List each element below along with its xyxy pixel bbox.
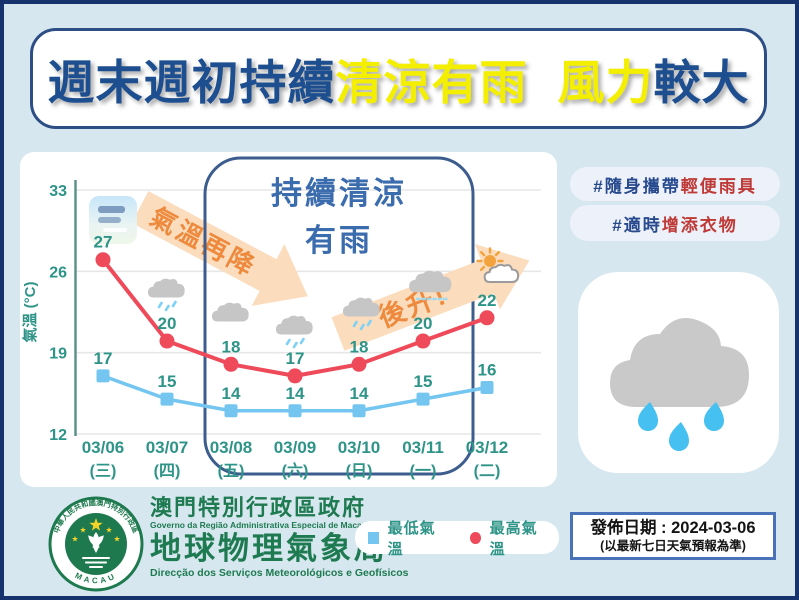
gov-name-pt: Governo da Região Administrativa Especia… bbox=[150, 520, 367, 531]
min-temp-marker bbox=[288, 404, 302, 418]
hashtag-prefix: #隨身攜帶 bbox=[593, 176, 681, 196]
legend-label: 最低氣溫 bbox=[387, 519, 436, 558]
release-date: 發佈日期 : 2024-03-06 bbox=[590, 518, 756, 537]
x-weekday-label: (五) bbox=[218, 463, 245, 480]
y-tick-label: 19 bbox=[49, 346, 67, 363]
title-box: 週末週初持續清涼有雨 風力較大 bbox=[30, 28, 767, 129]
legend-circle-marker bbox=[470, 531, 481, 544]
arrow-shape bbox=[131, 191, 308, 306]
value-label: 27 bbox=[94, 233, 113, 252]
max-temp-marker bbox=[479, 310, 495, 326]
title-segment: 風力 bbox=[557, 56, 654, 109]
max-temp-marker bbox=[159, 333, 175, 349]
bureau-name-pt: Direcção dos Serviços Meteorológicos e G… bbox=[150, 566, 409, 579]
min-temp-marker bbox=[96, 369, 110, 383]
max-temp-marker bbox=[287, 368, 303, 384]
x-weekday-label: (一) bbox=[410, 463, 437, 480]
x-date-label: 03/10 bbox=[338, 438, 381, 457]
release-date-box: 發佈日期 : 2024-03-06 (以最新七日天氣預報為準) bbox=[570, 512, 776, 560]
value-label: 14 bbox=[222, 384, 241, 403]
value-label: 14 bbox=[350, 384, 369, 403]
cloud-rain-icon bbox=[275, 315, 313, 349]
highlight-box-title-line1: 持續清涼 bbox=[271, 176, 407, 211]
min-temp-marker bbox=[480, 381, 494, 395]
page-title: 週末週初持續清涼有雨 風力較大 bbox=[48, 44, 750, 113]
chart-legend: 最低氣溫 最高氣溫 bbox=[355, 520, 559, 558]
value-label: 17 bbox=[94, 349, 113, 368]
value-label: 16 bbox=[478, 361, 497, 380]
min-temp-marker bbox=[160, 392, 174, 406]
x-date-label: 03/12 bbox=[466, 438, 509, 457]
x-date-label: 03/07 bbox=[146, 438, 189, 457]
legend-label: 最高氣溫 bbox=[489, 519, 538, 558]
value-label: 15 bbox=[158, 372, 177, 391]
min-temp-marker bbox=[416, 392, 430, 406]
highlight-box-title-line2: 有雨 bbox=[305, 223, 373, 258]
x-date-label: 03/08 bbox=[210, 438, 253, 457]
max-temp-marker bbox=[351, 356, 367, 372]
hashtag-rain-gear: #隨身攜帶 輕便雨具 bbox=[570, 167, 780, 201]
x-weekday-label: (日) bbox=[346, 462, 373, 480]
cloud-icon bbox=[211, 302, 249, 322]
hashtag-highlight: 輕便雨具 bbox=[680, 176, 757, 196]
x-date-label: 03/06 bbox=[82, 438, 125, 457]
value-label: 20 bbox=[158, 314, 177, 333]
x-date-label: 03/09 bbox=[274, 438, 317, 457]
hashtag-highlight: 增添衣物 bbox=[661, 215, 738, 235]
hashtag-prefix: #適時 bbox=[612, 215, 662, 235]
x-date-label: 03/11 bbox=[402, 438, 444, 457]
x-weekday-label: (六) bbox=[282, 461, 309, 480]
sun-cloud-icon bbox=[476, 247, 520, 283]
y-tick-label: 33 bbox=[49, 183, 67, 200]
legend-square-marker bbox=[368, 531, 379, 544]
agency-name-block: 澳門特別行政區政府 Governo da Região Administrati… bbox=[150, 496, 409, 579]
value-label: 15 bbox=[414, 372, 433, 391]
value-label: 18 bbox=[222, 337, 241, 356]
bureau-name-zh: 地球物理氣象局 bbox=[150, 531, 388, 567]
cloud-rain-icon bbox=[610, 318, 749, 451]
mist-icon bbox=[89, 196, 137, 244]
x-weekday-label: (二) bbox=[474, 463, 501, 480]
max-temp-marker bbox=[223, 356, 239, 372]
x-weekday-label: (三) bbox=[90, 463, 117, 480]
temperature-chart-panel: 33 26 19 12 氣溫 (°C) 氣溫再降 持續清涼 有雨 後升! 17 15 14 14 14 15… bbox=[20, 152, 557, 487]
min-temp-marker bbox=[224, 404, 238, 418]
y-tick-label: 12 bbox=[49, 427, 67, 444]
title-segment: 較大 bbox=[653, 56, 750, 109]
value-label: 17 bbox=[286, 349, 305, 368]
macau-government-logo: 中華人民共和國澳門特別行政區 MACAU bbox=[48, 496, 144, 592]
max-temp-marker bbox=[415, 333, 431, 349]
arrow-shape bbox=[331, 243, 530, 351]
hashtag-add-clothes: #適時 增添衣物 bbox=[570, 205, 780, 241]
logo-lotus bbox=[82, 532, 110, 568]
cloud-drizzle-icon bbox=[409, 270, 452, 301]
title-segment: 清涼有雨 bbox=[335, 56, 528, 109]
logo-stars bbox=[72, 518, 120, 542]
legend-item: 最低氣溫 bbox=[368, 517, 444, 559]
highlight-box bbox=[203, 156, 475, 476]
y-axis-title: 氣溫 (°C) bbox=[21, 282, 39, 343]
legend-item: 最高氣溫 bbox=[470, 517, 546, 559]
cloud-rain-icon bbox=[147, 278, 185, 312]
y-tick-label: 26 bbox=[49, 264, 67, 281]
release-note: (以最新七日天氣預報為準) bbox=[600, 538, 746, 553]
cloud-rain-icon bbox=[342, 297, 380, 331]
title-segment: 週末週初持續 bbox=[47, 56, 336, 109]
max-temp-marker bbox=[95, 252, 111, 268]
value-label: 18 bbox=[350, 337, 369, 356]
value-label: 22 bbox=[478, 291, 497, 310]
rain-weather-card bbox=[578, 272, 779, 473]
value-label: 14 bbox=[286, 384, 305, 403]
gov-name-zh: 澳門特別行政區政府 bbox=[150, 495, 367, 520]
min-temp-marker bbox=[352, 404, 366, 418]
x-weekday-label: (四) bbox=[154, 463, 181, 480]
value-label: 20 bbox=[414, 314, 433, 333]
